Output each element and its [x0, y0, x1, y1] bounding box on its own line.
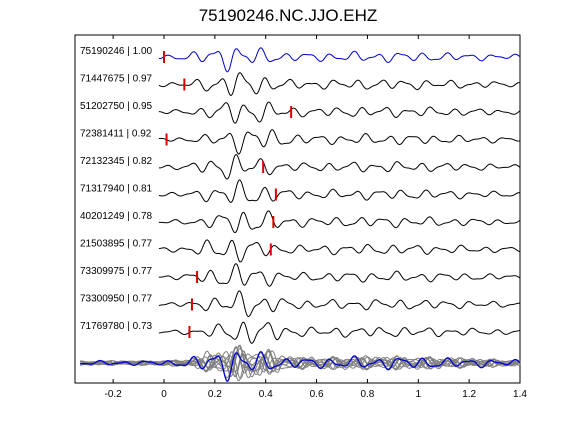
x-tick-label-1: 0	[161, 389, 167, 400]
trace-1	[158, 72, 521, 96]
x-tick-label-0: -0.2	[105, 389, 123, 400]
x-tick-label-3: 0.4	[259, 389, 273, 400]
x-tick-label-5: 0.8	[360, 389, 374, 400]
trace-label-3: 72381411 | 0.92	[80, 129, 152, 140]
trace-label-1: 71447675 | 0.97	[80, 74, 153, 85]
trace-9	[158, 290, 521, 318]
trace-8	[158, 263, 521, 287]
x-tick-label-7: 1.2	[462, 389, 476, 400]
x-tick-label-2: 0.2	[208, 389, 222, 400]
trace-label-7: 21503895 | 0.77	[80, 239, 153, 250]
trace-2	[158, 101, 521, 124]
chart-title: 75190246.NC.JJO.EHZ	[198, 6, 378, 25]
x-tick-label-6: 1	[416, 389, 422, 400]
trace-0	[158, 47, 521, 73]
trace-label-6: 40201249 | 0.78	[80, 211, 153, 222]
trace-6	[158, 210, 521, 234]
trace-5	[158, 179, 521, 203]
x-tick-label-4: 0.6	[310, 389, 324, 400]
trace-label-8: 73309975 | 0.77	[80, 266, 153, 277]
x-axis: -0.2 0 0.2 0.4 0.6 0.8 1 1.2 1.4	[105, 35, 527, 400]
trace-label-9: 73300950 | 0.77	[80, 294, 153, 305]
trace-label-0: 75190246 | 1.00	[80, 46, 153, 57]
plot-frame	[74, 34, 521, 384]
picks-layer	[163, 51, 293, 338]
trace-label-10: 71769780 | 0.73	[80, 321, 153, 332]
trace-4	[158, 153, 521, 180]
trace-10	[158, 321, 521, 344]
trace-label-2: 51202750 | 0.95	[80, 101, 153, 112]
trace-label-5: 71317940 | 0.81	[80, 184, 153, 195]
labels-layer: 75190246 | 1.00 71447675 | 0.97 51202750 |…	[80, 46, 153, 332]
stack-reference-trace	[79, 350, 521, 382]
trace-3	[158, 129, 521, 155]
x-tick-label-8: 1.4	[513, 389, 527, 400]
trace-label-4: 72132345 | 0.82	[80, 156, 153, 167]
trace-7	[158, 239, 521, 263]
traces-layer	[158, 47, 521, 344]
stack-layer	[79, 344, 521, 382]
